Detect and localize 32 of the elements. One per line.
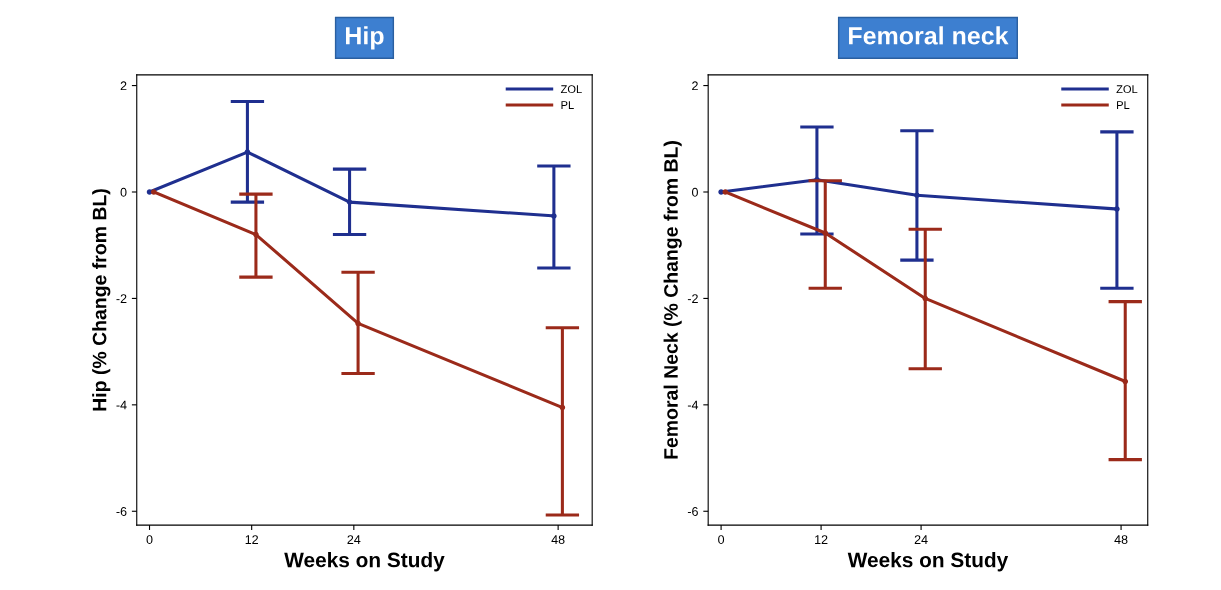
x-tick-label: 12 — [815, 535, 828, 544]
chart-title: Hip — [346, 26, 384, 50]
point — [146, 189, 153, 195]
point — [722, 189, 729, 195]
y-tick-label: -6 — [116, 507, 127, 516]
y-tick-label: -2 — [687, 294, 698, 303]
legend-label: PL — [1117, 101, 1130, 109]
x-tick-label: 0 — [718, 535, 725, 544]
y-tick-label: -4 — [687, 400, 699, 410]
y-tick-label: -6 — [687, 507, 698, 516]
point — [718, 189, 724, 195]
x-tick-label: 0 — [146, 535, 153, 544]
x-tick-label: 48 — [1114, 535, 1128, 544]
y-tick-label: 2 — [120, 81, 127, 91]
y-axis-title: Hip (% Change from BL) — [92, 189, 111, 411]
x-tick-label: 24 — [347, 535, 361, 544]
point — [150, 189, 157, 195]
y-tick-label: 2 — [692, 81, 698, 91]
x-axis-title: Weeks on Study — [284, 552, 445, 572]
x-tick-label: 24 — [914, 535, 928, 544]
y-tick-label: 0 — [120, 187, 127, 197]
legend-label: PL — [561, 101, 574, 109]
x-axis-title: Weeks on Study — [847, 552, 1009, 572]
x-tick-label: 48 — [551, 535, 565, 544]
legend-label: ZOL — [560, 85, 582, 94]
y-tick-label: -2 — [116, 294, 127, 303]
y-tick-label: 0 — [691, 187, 698, 197]
legend-label: ZOL — [1116, 85, 1138, 94]
y-tick-label: -4 — [116, 400, 127, 410]
chart-title: Femoral neck — [849, 26, 1009, 45]
x-tick-label: 12 — [245, 535, 258, 544]
y-axis-title: Femoral Neck (% Change from BL) — [663, 141, 682, 459]
